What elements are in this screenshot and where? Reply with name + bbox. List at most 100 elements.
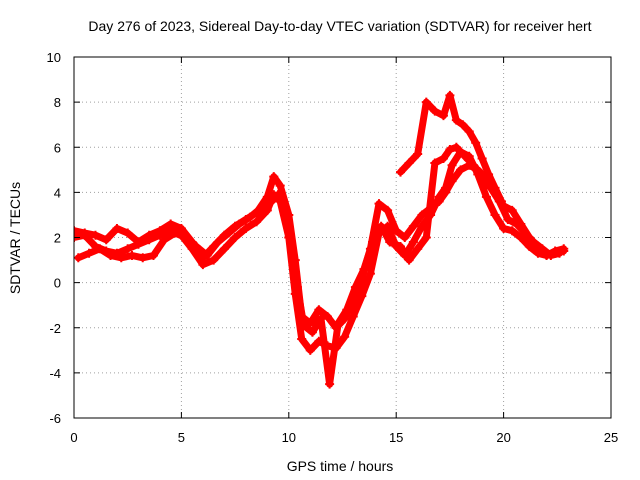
data-point (368, 237, 378, 247)
data-point (451, 142, 461, 152)
data-point (127, 251, 137, 261)
data-point (365, 269, 375, 279)
chart-title: Day 276 of 2023, Sidereal Day-to-day VTE… (88, 18, 591, 34)
data-point (256, 203, 266, 213)
data-point (438, 154, 448, 164)
data-point (430, 158, 440, 168)
data-point (434, 192, 444, 202)
data-point (333, 318, 343, 328)
data-point (417, 210, 427, 220)
x-tick-labels: 0 5 10 15 20 25 (70, 430, 618, 445)
data-point (230, 233, 240, 242)
data-point (275, 181, 285, 191)
data-point (170, 228, 180, 238)
data-point (307, 327, 317, 337)
data-point (116, 253, 126, 263)
data-point (529, 237, 539, 247)
data-point (537, 244, 547, 254)
data-point (202, 251, 212, 261)
data-point (507, 226, 517, 236)
data-point (408, 221, 418, 231)
data-point (292, 282, 302, 292)
data-point (241, 223, 251, 233)
y-tick-label: 8 (54, 95, 61, 110)
data-point (348, 311, 358, 321)
data-point (400, 233, 410, 242)
data-point (101, 235, 111, 245)
data-point (144, 235, 154, 245)
data-point (496, 196, 506, 206)
data-point (458, 120, 468, 130)
data-point (554, 248, 564, 258)
data-point (385, 237, 395, 247)
y-tick-label: 4 (54, 185, 61, 200)
data-point (350, 282, 360, 292)
axis-ticks (73, 56, 612, 419)
data-point (383, 205, 393, 215)
plot-area (74, 90, 569, 389)
data-point (507, 205, 517, 215)
y-tick-label: 10 (47, 50, 61, 65)
data-point (95, 244, 105, 254)
data-point (430, 106, 440, 116)
data-point (148, 251, 158, 261)
data-point (445, 145, 455, 155)
data-point (451, 115, 461, 125)
data-point (438, 111, 448, 121)
y-tick-label: -6 (49, 411, 61, 426)
data-point (359, 264, 369, 274)
data-point (80, 230, 90, 240)
data-point (490, 210, 500, 220)
data-point (520, 228, 530, 238)
data-point (413, 244, 423, 254)
data-point (209, 255, 219, 265)
data-point (224, 228, 234, 238)
data-point (484, 169, 494, 179)
data-point (376, 221, 386, 231)
y-tick-labels: -6 -4 -2 0 2 4 6 8 10 (47, 50, 61, 426)
data-point (395, 242, 405, 252)
data-point (342, 305, 352, 315)
data-point (280, 205, 290, 215)
data-point (421, 233, 431, 242)
data-point (516, 233, 526, 242)
data-point (219, 244, 229, 254)
data-point (155, 230, 165, 240)
data-point (469, 160, 479, 170)
data-point (273, 190, 283, 200)
data-point (322, 311, 332, 321)
x-axis-label: GPS time / hours (287, 458, 394, 474)
data-point (477, 172, 487, 182)
data-point (408, 237, 418, 247)
x-tick-label: 10 (282, 430, 296, 445)
data-point (559, 244, 569, 254)
y-tick-label: 2 (54, 231, 61, 246)
x-tick-label: 20 (496, 430, 510, 445)
data-point (106, 251, 116, 261)
y-axis-label: SDTVAR / TECUs (7, 182, 23, 294)
data-point (404, 158, 414, 168)
data-point (213, 237, 223, 247)
data-point (499, 223, 509, 233)
data-point (234, 219, 244, 229)
data-point (286, 237, 296, 247)
data-point (445, 90, 455, 100)
data-point (74, 253, 83, 263)
data-point (441, 183, 451, 193)
data-point (460, 151, 470, 161)
data-point (112, 223, 122, 233)
data-point (198, 260, 208, 270)
data-point (524, 242, 534, 252)
y-tick-label: -4 (49, 366, 61, 381)
data-point (374, 199, 384, 209)
data-point (533, 248, 543, 258)
data-point (395, 167, 405, 177)
y-tick-label: 0 (54, 276, 61, 291)
data-point (325, 379, 335, 389)
data-point (471, 138, 481, 148)
data-point (404, 255, 414, 265)
data-point (84, 248, 94, 258)
data-point (464, 126, 474, 136)
data-point (74, 226, 79, 236)
